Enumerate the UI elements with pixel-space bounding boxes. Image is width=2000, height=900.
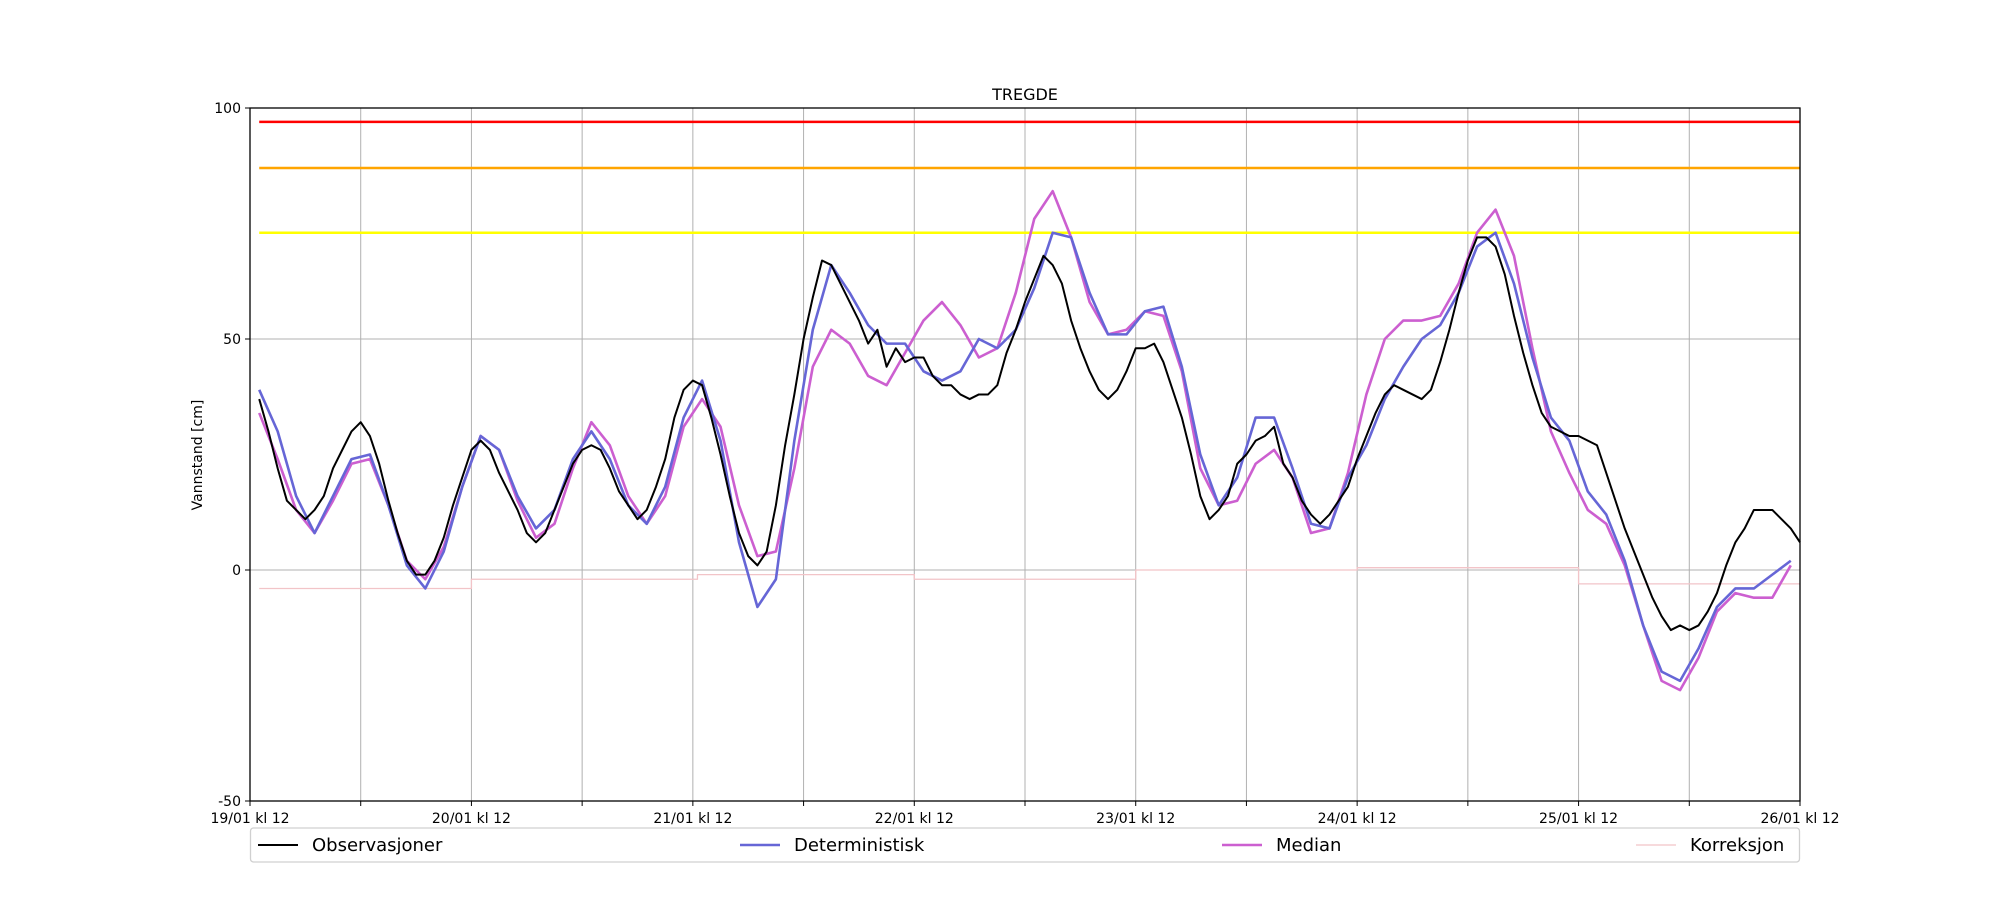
chart-title: TREGDE (991, 85, 1058, 104)
legend: Observasjoner Deterministisk Median Korreks… (249, 827, 1801, 863)
threshold-lines (259, 120, 1800, 234)
x-tick-label: 26/01 kl 12 (1760, 811, 1839, 827)
x-tick-label: 21/01 kl 12 (653, 811, 732, 827)
x-tick-label: 20/01 kl 12 (432, 811, 511, 827)
y-tick-label: 50 (223, 332, 241, 348)
series-line-median (258, 189, 1792, 692)
series-line-deterministisk (258, 231, 1792, 683)
axis-ticks: 19/01 kl 12 20/01 kl 12 21/01 kl 12 22/01 k… (210, 101, 1839, 827)
series-line-observasjoner (258, 236, 1801, 632)
x-tick-label: 22/01 kl 12 (875, 811, 954, 827)
legend-label-korreksjon: Korreksjon (1690, 835, 1784, 856)
legend-label-median: Median (1276, 835, 1341, 856)
series-lines (258, 189, 1801, 692)
y-tick-label: -50 (218, 794, 241, 810)
grid (249, 107, 1801, 802)
legend-frame (249, 827, 1801, 863)
x-tick-label: 19/01 kl 12 (210, 811, 289, 827)
legend-label-observasjoner: Observasjoner (312, 835, 443, 856)
x-tick-label: 23/01 kl 12 (1096, 811, 1175, 827)
y-axis-label: Vannstand [cm] (190, 400, 206, 511)
legend-label-deterministisk: Deterministisk (794, 835, 925, 856)
y-tick-label: 100 (214, 101, 241, 117)
series-line-korreksjon (259, 567, 1800, 590)
x-tick-label: 24/01 kl 12 (1318, 811, 1397, 827)
y-tick-label: 0 (232, 563, 241, 579)
x-tick-label: 25/01 kl 12 (1539, 811, 1618, 827)
